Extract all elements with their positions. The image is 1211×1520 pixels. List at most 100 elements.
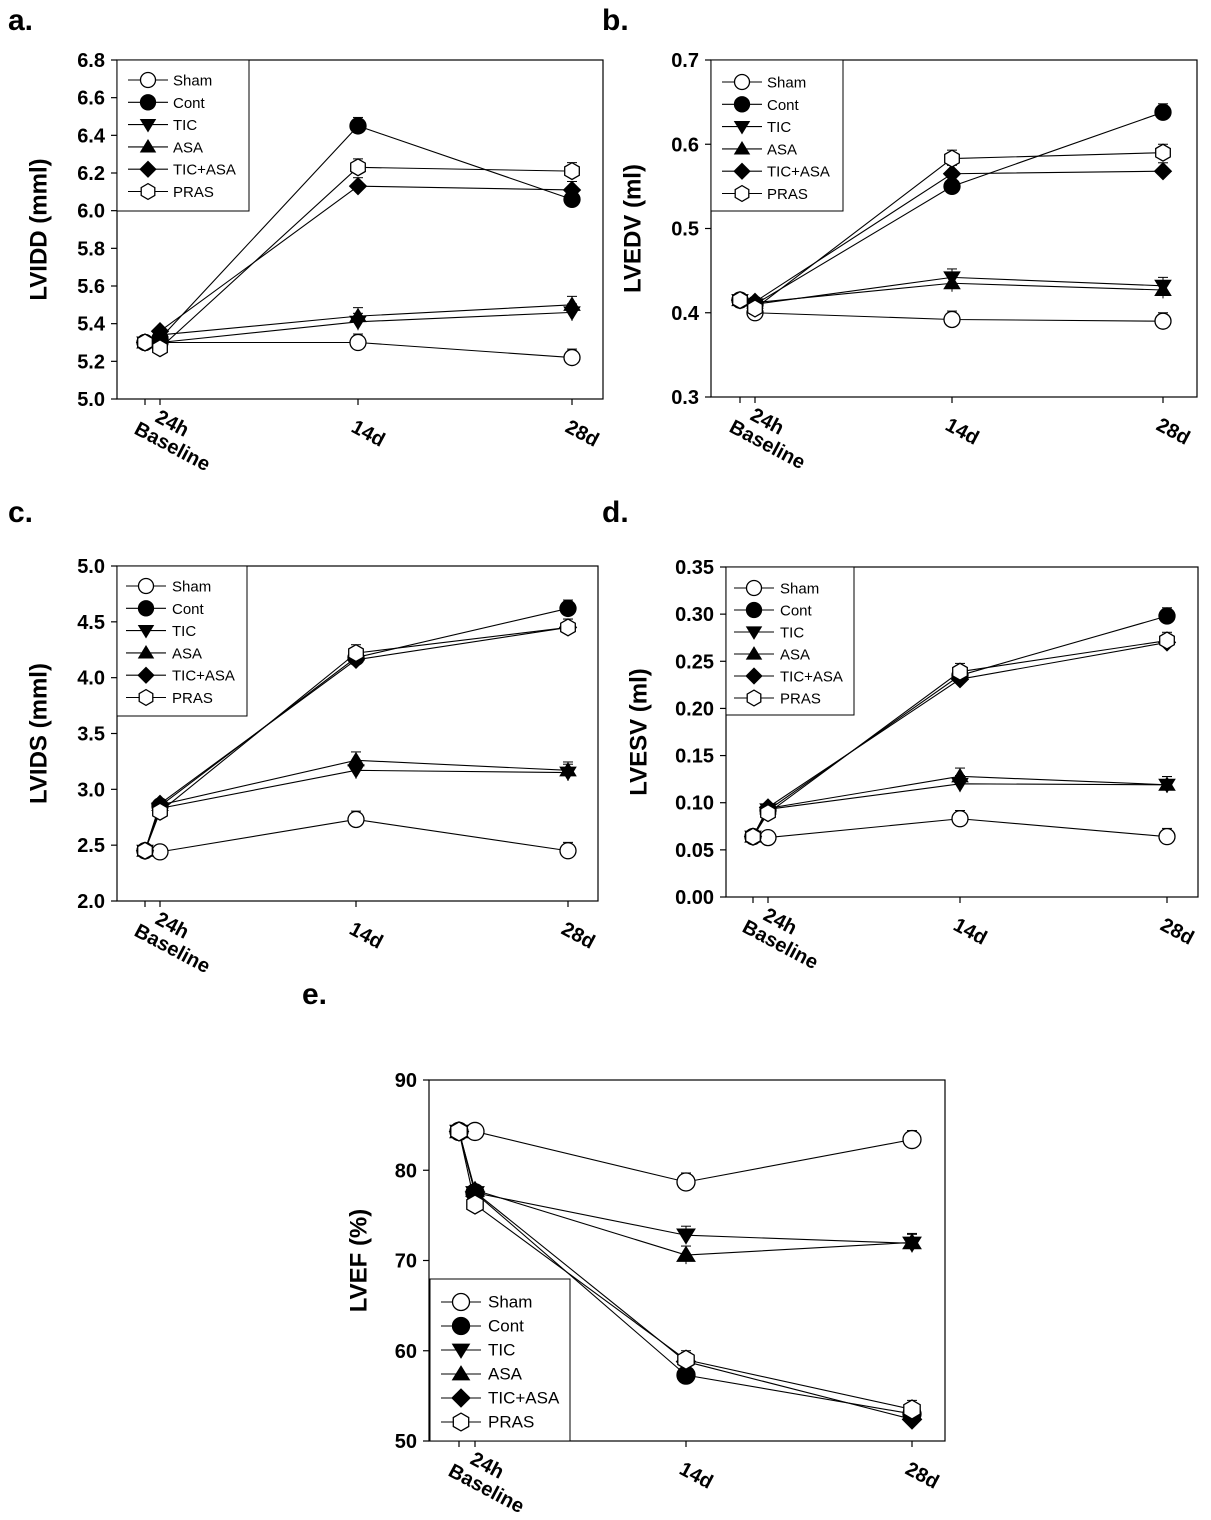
series-group (135, 116, 582, 367)
legend-marker-cont (139, 94, 157, 111)
point-sham-28d (1154, 312, 1172, 330)
legend-label-tic-asa: TIC+ASA (172, 668, 235, 685)
legend-label-pras: PRAS (767, 186, 808, 203)
x-tick-label: 14d (942, 414, 983, 450)
point-pras-baseline (745, 827, 761, 846)
plot-frame (725, 566, 1199, 898)
panel-d: d. 0.00 0.05 0.10 0.15 0.20 0.25 0.30 0.35 LVESV … (602, 496, 1199, 974)
y-tick-label: 0.35 (675, 557, 714, 579)
point-pras-baseline (137, 841, 153, 860)
series-group (730, 103, 1173, 330)
legend-marker-asa (745, 646, 763, 660)
legend-box (710, 59, 844, 212)
legend: Sham Cont TIC ASA TIC+ASA PRAS (116, 59, 250, 212)
y-tick-label: 3.0 (77, 779, 105, 801)
legend-marker-pras (452, 1412, 470, 1432)
x-tick-label: 14d (676, 1458, 717, 1494)
legend-marker-cont (137, 600, 155, 617)
legend-marker-pras (734, 184, 750, 203)
legend-label-pras: PRAS (173, 184, 214, 201)
y-tick-label: 0.25 (675, 651, 714, 673)
legend-marker-pras (746, 689, 762, 707)
x-tick-label: 28d (558, 918, 599, 954)
legend-marker-sham (733, 73, 751, 91)
legend-marker-tic (137, 624, 155, 639)
y-tick-label: 2.5 (77, 835, 105, 857)
y-tick-label: 5.4 (77, 314, 106, 336)
point-sham-24h (151, 843, 169, 861)
point-pras-28d (903, 1399, 921, 1420)
point-pras-24h (760, 803, 776, 823)
legend-marker-tic (139, 118, 157, 133)
y-tick-label: 6.2 (77, 163, 105, 185)
legend-marker-sham (451, 1292, 471, 1312)
x-tick-label: 28d (562, 416, 603, 452)
point-pras-baseline (450, 1121, 468, 1142)
point-asa-28d (559, 761, 577, 777)
y-tick-label: 60 (395, 1341, 417, 1363)
point-pras-24h (747, 299, 763, 318)
point-pras-28d (1155, 143, 1171, 162)
point-pras-14d (952, 662, 968, 681)
legend-marker-cont (733, 96, 751, 113)
legend-label-asa: ASA (173, 139, 203, 156)
point-pras-24h (152, 802, 168, 821)
legend-label-asa: ASA (767, 141, 797, 158)
series-line-pras (458, 1131, 913, 1410)
legend-box (116, 59, 250, 212)
legend-label-tic-asa: TIC+ASA (767, 164, 830, 181)
legend-marker-tic-asa (451, 1388, 471, 1408)
x-tick-label: 14d (348, 416, 389, 452)
point-asa-28d (563, 296, 581, 311)
point-tic-asa-14d (348, 176, 368, 196)
legend-label-cont: Cont (488, 1317, 524, 1336)
legend-label-tic: TIC (173, 117, 197, 134)
y-tick-label: 5.6 (77, 276, 105, 298)
y-tick-label: 5.2 (77, 351, 105, 373)
series-group (743, 607, 1177, 847)
y-tick-label: 5.0 (77, 389, 105, 411)
y-axis-title: LVIDD (mml) (25, 158, 52, 300)
point-asa-28d (1158, 776, 1176, 791)
legend-label-cont: Cont (173, 95, 206, 112)
y-tick-label: 4.5 (77, 612, 105, 634)
legend-label-tic: TIC (780, 625, 804, 642)
y-tick-label: 0.3 (671, 387, 699, 409)
y-tick-label: 4.0 (77, 668, 105, 690)
panel-letter: c. (8, 496, 33, 529)
point-asa-14d (347, 751, 365, 767)
point-tic-asa-24h (464, 1181, 486, 1203)
y-tick-label: 6.0 (77, 201, 105, 223)
y-tick-label: 6.4 (77, 125, 106, 147)
point-pras-baseline (732, 290, 748, 310)
point-pras-14d (677, 1349, 695, 1370)
y-tick-label: 0.4 (671, 303, 700, 325)
x-tick-label: 28d (1153, 414, 1194, 450)
point-pras-24h (466, 1194, 484, 1215)
legend-marker-tic-asa (137, 666, 155, 684)
y-tick-label: 0.30 (675, 604, 714, 626)
legend: Sham Cont TIC ASA TIC+ASA PRAS (116, 565, 248, 717)
x-tick-label: 28d (1157, 914, 1198, 950)
legend-label-asa: ASA (488, 1365, 523, 1384)
point-sham-14d (349, 333, 367, 352)
legend-marker-asa (451, 1365, 471, 1381)
y-tick-label: 0.20 (675, 698, 714, 720)
legend-marker-tic-asa (139, 160, 157, 178)
point-sham-14d (347, 810, 365, 829)
point-sham-14d (943, 310, 961, 329)
x-tick-label: 14d (950, 914, 991, 950)
legend-label-asa: ASA (172, 645, 202, 662)
y-tick-label: 0.10 (675, 793, 714, 815)
legend-label-sham: Sham (780, 581, 819, 598)
legend-marker-sham (745, 579, 763, 597)
legend-label-pras: PRAS (780, 691, 821, 708)
point-sham-28d (1158, 828, 1176, 846)
point-asa-14d (951, 767, 969, 783)
legend-label-tic: TIC (172, 623, 196, 640)
legend-marker-asa (139, 139, 157, 153)
point-cont-14d (349, 117, 367, 135)
